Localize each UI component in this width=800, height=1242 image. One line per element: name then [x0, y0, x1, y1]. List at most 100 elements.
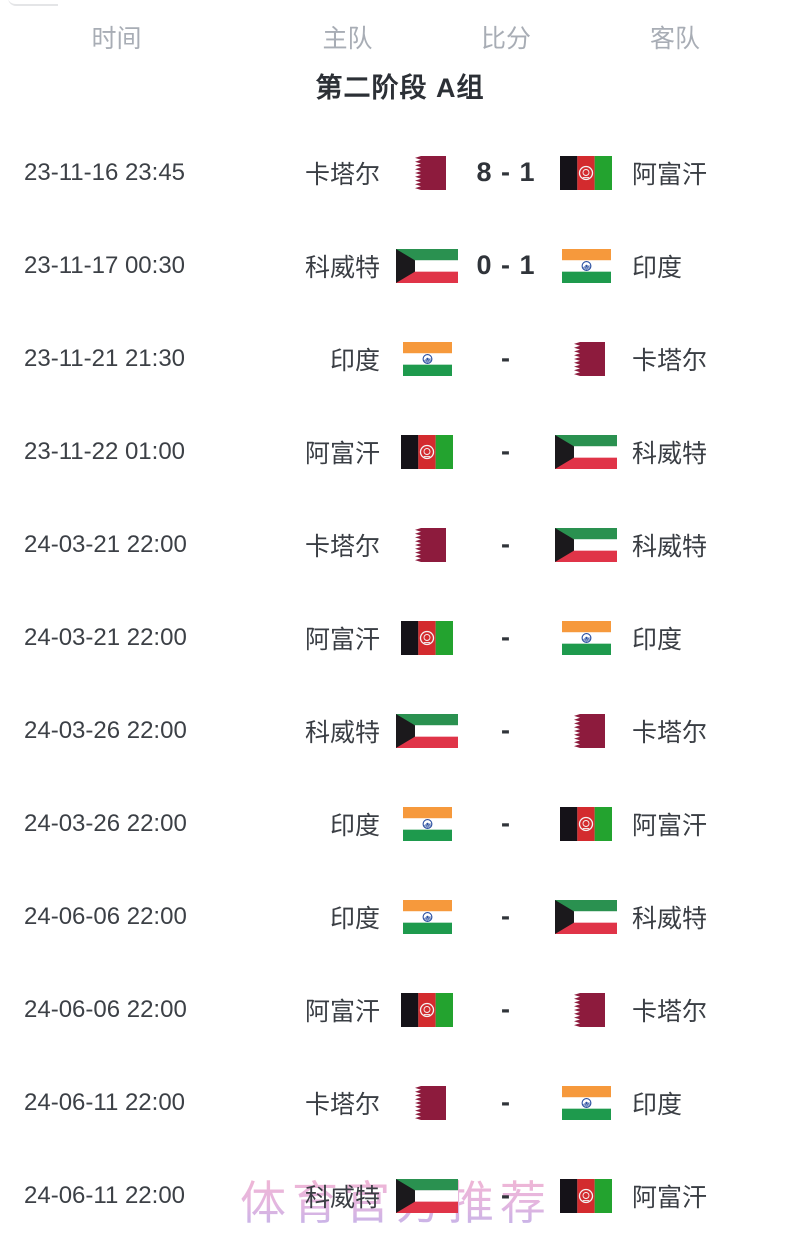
- home-team-name: 阿富汗: [304, 439, 380, 468]
- home-team-flag-cell: [392, 713, 462, 748]
- match-row[interactable]: 24-06-06 22:00 阿富汗 - 卡塔尔: [0, 963, 800, 1056]
- top-left-corner-artifact: [8, 0, 58, 6]
- home-team-flag-cell: [392, 434, 462, 469]
- match-score: -: [501, 1180, 511, 1210]
- home-team-name: 印度: [329, 811, 380, 840]
- home-team-name: 阿富汗: [304, 625, 380, 654]
- afghanistan-flag-icon: [401, 620, 453, 655]
- home-team-name: 科威特: [304, 1183, 380, 1212]
- match-time: 24-06-06 22:00: [24, 995, 187, 1023]
- away-team-flag-cell: [550, 155, 622, 190]
- match-time: 24-03-21 22:00: [24, 530, 187, 558]
- qatar-flag-icon: [567, 341, 605, 376]
- home-team-name: 科威特: [304, 718, 380, 747]
- match-row[interactable]: 23-11-22 01:00 阿富汗 - 科威特: [0, 405, 800, 498]
- match-row[interactable]: 24-06-11 22:00 科威特 - 阿富汗: [0, 1149, 800, 1242]
- match-row[interactable]: 24-03-21 22:00 卡塔尔 - 科威特: [0, 498, 800, 591]
- match-score: -: [501, 436, 511, 466]
- qatar-flag-icon: [408, 1085, 446, 1120]
- home-team-flag-cell: [392, 806, 462, 841]
- match-row[interactable]: 23-11-17 00:30 科威特 0 - 1 印度: [0, 219, 800, 312]
- match-score: 8 - 1: [476, 157, 536, 187]
- kuwait-flag-icon: [396, 1178, 458, 1213]
- home-team-flag-cell: [392, 620, 462, 655]
- kuwait-flag-icon: [555, 434, 617, 469]
- match-time: 24-03-21 22:00: [24, 623, 187, 651]
- away-team-flag-cell: [550, 1085, 622, 1120]
- match-row[interactable]: 24-03-26 22:00 印度 - 阿富汗: [0, 777, 800, 870]
- away-team-name: 卡塔尔: [632, 346, 708, 375]
- afghanistan-flag-icon: [560, 806, 612, 841]
- away-team-name: 阿富汗: [632, 160, 708, 189]
- column-header-home: 主队: [322, 25, 373, 53]
- group-title: 第二阶段 A组: [315, 73, 485, 103]
- home-team-flag-cell: [392, 899, 462, 934]
- home-team-name: 卡塔尔: [304, 160, 380, 189]
- match-row[interactable]: 24-03-21 22:00 阿富汗 - 印度: [0, 591, 800, 684]
- home-team-flag-cell: [392, 1085, 462, 1120]
- away-team-name: 卡塔尔: [632, 997, 708, 1026]
- afghanistan-flag-icon: [560, 1178, 612, 1213]
- home-team-flag-cell: [392, 992, 462, 1027]
- kuwait-flag-icon: [555, 527, 617, 562]
- kuwait-flag-icon: [555, 899, 617, 934]
- india-flag-icon: [561, 620, 611, 655]
- afghanistan-flag-icon: [401, 992, 453, 1027]
- away-team-flag-cell: [550, 1178, 622, 1213]
- india-flag-icon: [402, 806, 452, 841]
- match-score: -: [501, 901, 511, 931]
- away-team-flag-cell: [550, 806, 622, 841]
- away-team-name: 印度: [632, 625, 683, 654]
- away-team-name: 科威特: [632, 439, 708, 468]
- home-team-flag-cell: [392, 155, 462, 190]
- kuwait-flag-icon: [396, 248, 458, 283]
- match-time: 23-11-22 01:00: [24, 437, 186, 465]
- qatar-flag-icon: [408, 527, 446, 562]
- match-score: -: [501, 622, 511, 652]
- home-team-name: 卡塔尔: [304, 1090, 380, 1119]
- match-time: 24-06-06 22:00: [24, 902, 187, 930]
- match-time: 23-11-16 23:45: [24, 158, 186, 186]
- away-team-name: 卡塔尔: [632, 718, 708, 747]
- india-flag-icon: [402, 899, 452, 934]
- home-team-name: 科威特: [304, 253, 380, 282]
- match-score: 0 - 1: [476, 250, 536, 280]
- home-team-flag-cell: [392, 341, 462, 376]
- away-team-name: 科威特: [632, 532, 708, 561]
- match-score: -: [501, 994, 511, 1024]
- away-team-flag-cell: [550, 248, 622, 283]
- home-team-name: 印度: [329, 346, 380, 375]
- away-team-name: 阿富汗: [632, 1183, 708, 1212]
- match-score: -: [501, 343, 511, 373]
- match-row[interactable]: 24-03-26 22:00 科威特 - 卡塔尔: [0, 684, 800, 777]
- away-team-flag-cell: [550, 341, 622, 376]
- away-team-name: 印度: [632, 1090, 683, 1119]
- afghanistan-flag-icon: [560, 155, 612, 190]
- away-team-name: 阿富汗: [632, 811, 708, 840]
- match-score: -: [501, 715, 511, 745]
- table-header: 时间 主队 比分 客队: [0, 0, 800, 74]
- match-score: -: [501, 529, 511, 559]
- kuwait-flag-icon: [396, 713, 458, 748]
- away-team-flag-cell: [550, 527, 622, 562]
- match-time: 23-11-17 00:30: [24, 251, 186, 279]
- match-row[interactable]: 23-11-16 23:45 卡塔尔 8 - 1 阿富汗: [0, 126, 800, 219]
- column-header-time: 时间: [91, 25, 142, 53]
- match-score: -: [501, 808, 511, 838]
- away-team-flag-cell: [550, 899, 622, 934]
- home-team-flag-cell: [392, 527, 462, 562]
- match-score: -: [501, 1087, 511, 1117]
- afghanistan-flag-icon: [401, 434, 453, 469]
- match-time: 24-03-26 22:00: [24, 809, 187, 837]
- match-row[interactable]: 24-06-11 22:00 卡塔尔 - 印度: [0, 1056, 800, 1149]
- match-time: 23-11-21 21:30: [24, 344, 186, 372]
- away-team-flag-cell: [550, 620, 622, 655]
- match-row[interactable]: 23-11-21 21:30 印度 - 卡塔尔: [0, 312, 800, 405]
- home-team-name: 阿富汗: [304, 997, 380, 1026]
- match-row[interactable]: 24-06-06 22:00 印度 - 科威特: [0, 870, 800, 963]
- away-team-flag-cell: [550, 434, 622, 469]
- home-team-name: 卡塔尔: [304, 532, 380, 561]
- match-time: 24-06-11 22:00: [24, 1181, 186, 1209]
- away-team-name: 印度: [632, 253, 683, 282]
